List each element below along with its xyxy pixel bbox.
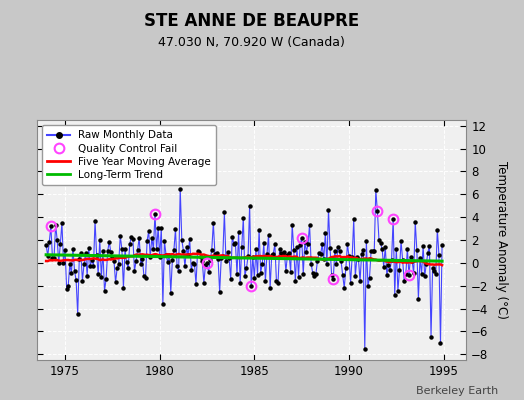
- Text: 47.030 N, 70.920 W (Canada): 47.030 N, 70.920 W (Canada): [158, 36, 345, 49]
- Legend: Raw Monthly Data, Quality Control Fail, Five Year Moving Average, Long-Term Tren: Raw Monthly Data, Quality Control Fail, …: [42, 125, 216, 185]
- Y-axis label: Temperature Anomaly (°C): Temperature Anomaly (°C): [495, 161, 508, 319]
- Text: Berkeley Earth: Berkeley Earth: [416, 386, 498, 396]
- Text: STE ANNE DE BEAUPRE: STE ANNE DE BEAUPRE: [144, 12, 359, 30]
